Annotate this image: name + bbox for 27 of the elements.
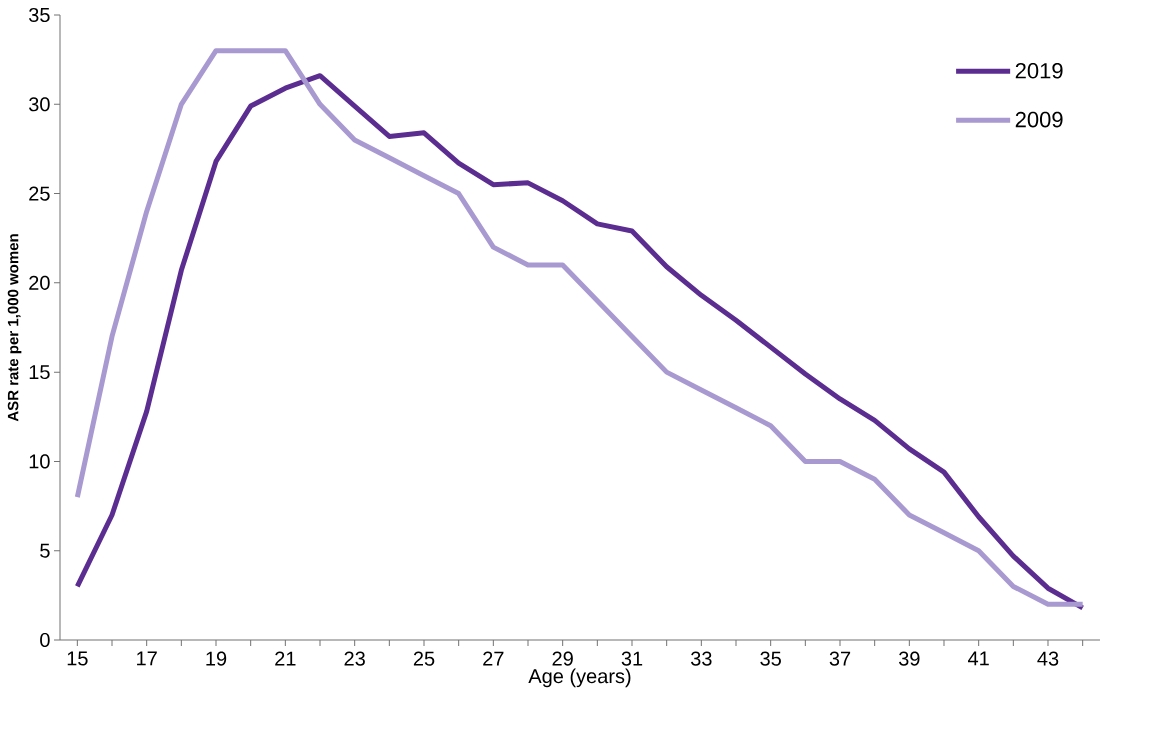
x-tick-label: 27 <box>483 651 504 666</box>
y-tick-label: 35 <box>28 7 50 23</box>
x-tick-label: 43 <box>1037 651 1059 666</box>
x-tick-label: 31 <box>621 651 643 666</box>
x-tick-label: 33 <box>690 651 712 666</box>
x-tick-label: 35 <box>760 651 781 666</box>
x-tick-label: 15 <box>67 651 88 666</box>
y-tick-label: 0 <box>40 632 50 648</box>
legend-label: 2009 <box>1015 111 1063 128</box>
x-tick-label: 21 <box>275 651 296 666</box>
y-tick-label: 25 <box>29 186 50 201</box>
x-tick-label: 39 <box>898 651 920 666</box>
x-tick-label: 41 <box>968 651 989 666</box>
x-axis-title: Age (years) <box>528 668 631 688</box>
x-tick-label: 29 <box>552 651 573 666</box>
y-axis-title: ASR rate per 1,000 women <box>7 234 22 422</box>
x-tick-label: 25 <box>413 651 435 666</box>
y-tick-label: 15 <box>29 365 50 380</box>
x-tick-label: 23 <box>344 651 365 666</box>
y-tick-label: 5 <box>40 543 50 558</box>
legend-label: 2019 <box>1015 62 1063 79</box>
y-tick-label: 20 <box>29 275 50 290</box>
y-tick-label: 30 <box>28 97 50 112</box>
y-tick-label: 10 <box>29 454 50 469</box>
x-tick-label: 19 <box>206 651 227 666</box>
x-tick-label: 37 <box>829 651 851 666</box>
x-tick-label: 17 <box>137 651 157 666</box>
